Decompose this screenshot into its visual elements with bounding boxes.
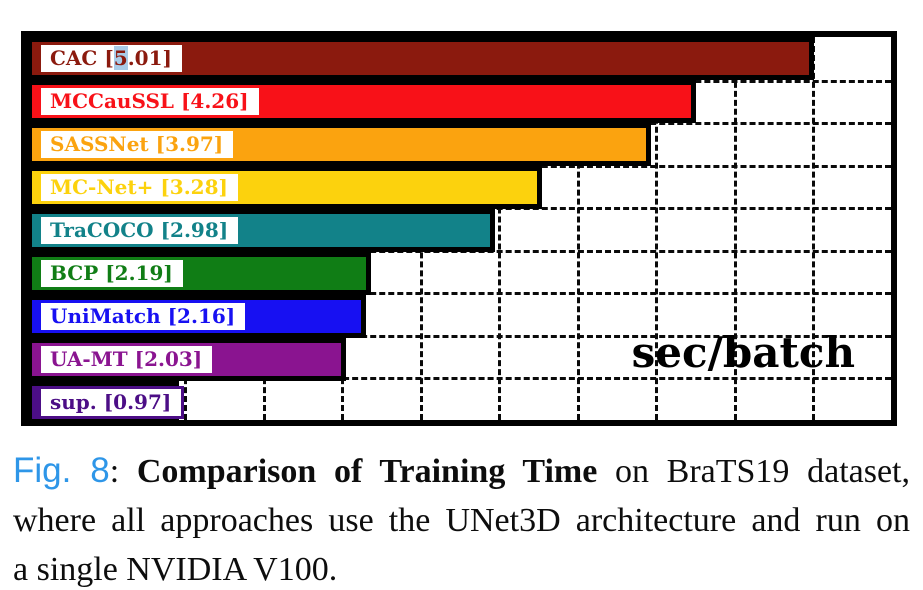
bar-label-SASSNet: SASSNet [3.97] (38, 128, 237, 161)
bar-BCP: BCP [2.19] (27, 252, 372, 295)
bar-label-MCCauSSL: MCCauSSL [4.26] (38, 85, 262, 118)
vertical-gridline (733, 37, 737, 420)
bar-row-SASSNet: SASSNet [3.97] (27, 123, 891, 166)
bar-rows: CAC [5.01] MCCauSSL [4.26] SASSNet [3.97] M… (27, 37, 891, 424)
horizontal-gridline (27, 334, 891, 338)
figure-caption: Fig. 8: Comparison of Training Time on B… (13, 446, 910, 590)
bar-label-TraCOCO: TraCOCO [2.98] (38, 214, 242, 247)
figure-number: Fig. 8 (13, 451, 110, 490)
vertical-gridline (576, 37, 580, 420)
bar-CAC: CAC [5.01] (27, 37, 815, 80)
vertical-gridline (498, 37, 502, 420)
bar-MC-Net+: MC-Net+ [3.28] (27, 166, 543, 209)
caption-line-2: where all approaches use the UNet3D arch… (13, 502, 910, 539)
bar-label-MC-Net+: MC-Net+ [3.28] (38, 171, 241, 204)
bar-TraCOCO: TraCOCO [2.98] (27, 209, 496, 252)
caption-line-1: Fig. 8: Comparison of Training Time on B… (13, 446, 910, 496)
unit-label: sec/batch (631, 328, 855, 377)
caption-colon: : (109, 453, 137, 490)
bar-row-MC-Net+: MC-Net+ [3.28] (27, 166, 891, 209)
bar-SASSNet: SASSNet [3.97] (27, 123, 651, 166)
vertical-gridline (812, 37, 816, 420)
bar-row-UA-MT: UA-MT [2.03] (27, 338, 891, 381)
vertical-gridline (655, 37, 659, 420)
horizontal-gridline (27, 292, 891, 296)
bar-label-UA-MT: UA-MT [2.03] (38, 343, 216, 376)
highlighted-char: 5 (113, 46, 128, 70)
bar-row-sup.: sup. [0.97] (27, 381, 891, 424)
bar-row-TraCOCO: TraCOCO [2.98] (27, 209, 891, 252)
bar-row-MCCauSSL: MCCauSSL [4.26] (27, 80, 891, 123)
bar-label-CAC: CAC [5.01] (38, 42, 185, 75)
bar-UA-MT: UA-MT [2.03] (27, 338, 346, 381)
bar-MCCauSSL: MCCauSSL [4.26] (27, 80, 697, 123)
bar-row-CAC: CAC [5.01] (27, 37, 891, 80)
horizontal-gridline (27, 377, 891, 381)
bar-label-UniMatch: UniMatch [2.16] (38, 300, 249, 333)
caption-title: Comparison of Training Time (136, 453, 598, 490)
caption-line1-rest: on BraTS19 dataset, (597, 453, 910, 490)
bar-label-sup.: sup. [0.97] (38, 386, 185, 419)
bar-row-BCP: BCP [2.19] (27, 252, 891, 295)
bar-label-BCP: BCP [2.19] (38, 257, 186, 290)
bar-sup.: sup. [0.97] (27, 381, 185, 424)
bar-row-UniMatch: UniMatch [2.16] (27, 295, 891, 338)
training-time-chart: CAC [5.01] MCCauSSL [4.26] SASSNet [3.97] M… (21, 31, 897, 426)
bar-UniMatch: UniMatch [2.16] (27, 295, 367, 338)
caption-line-3: a single NVIDIA V100. (13, 551, 338, 588)
